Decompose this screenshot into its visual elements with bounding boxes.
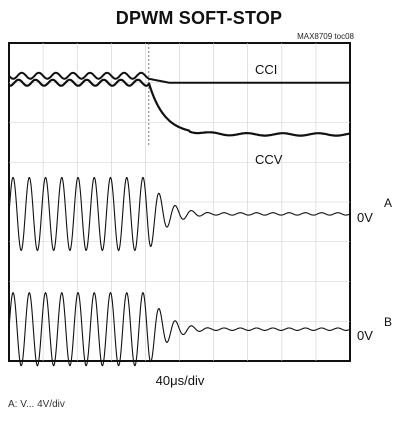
footer-note: A: V... 4V/div <box>8 399 65 410</box>
channel-a-label: A <box>384 196 393 210</box>
channel-b-label: B <box>384 315 393 329</box>
traces <box>8 43 351 367</box>
trace-ccv <box>8 78 351 137</box>
x-axis-label: 40μs/div <box>155 373 205 388</box>
cci-label: CCI <box>255 62 278 77</box>
ccv-label: CCV <box>255 152 283 167</box>
trace-a <box>8 176 351 252</box>
trace-b <box>8 292 351 367</box>
trace-cci <box>8 71 350 84</box>
chart-title: DPWM SOFT-STOP <box>115 8 283 28</box>
figure-id: MAX8709 toc08 <box>297 32 354 41</box>
zero-label-a: 0V <box>357 210 373 225</box>
zero-label-b: 0V <box>357 328 373 343</box>
